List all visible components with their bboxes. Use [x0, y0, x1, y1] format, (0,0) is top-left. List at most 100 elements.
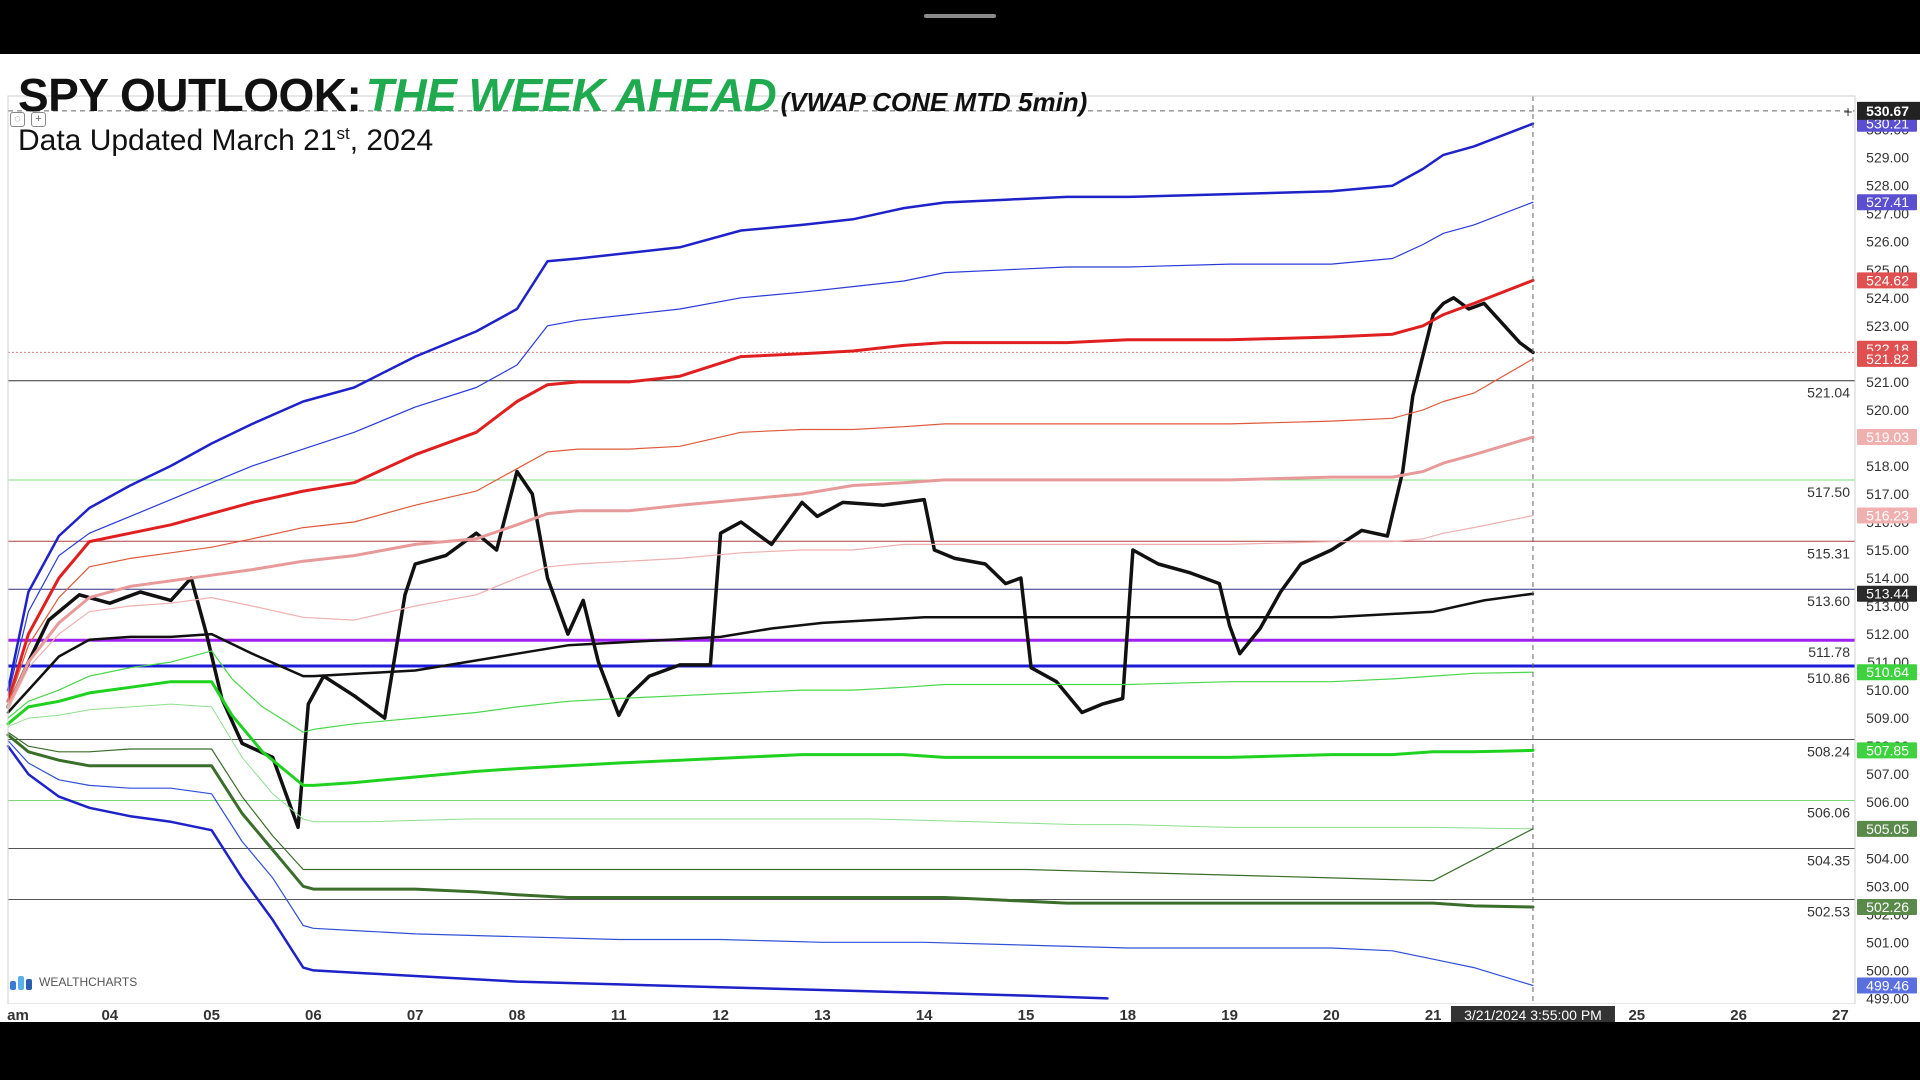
title-prefix: SPY OUTLOOK: — [18, 69, 362, 121]
price-badge-11 — [1857, 899, 1917, 916]
crosshair-price-badge — [1857, 101, 1920, 120]
top-status-bar — [0, 0, 1920, 54]
crosshair-time-badge — [1450, 1006, 1615, 1022]
y-tick-label-8: 507.00 — [1866, 766, 1909, 782]
price-badge-label-2: 524.62 — [1866, 272, 1909, 288]
plot-frame — [7, 95, 1856, 1005]
y-tick-label-24: 523.00 — [1866, 318, 1909, 334]
series-line-6 — [6, 435, 1535, 709]
chart-stage: 521.04 517.50 515.31 513.60 511.78 510.86 508.… — [0, 54, 1920, 1022]
price-badge-label-4: 521.82 — [1866, 351, 1909, 367]
level-label-1: 517.50 — [1807, 484, 1850, 500]
drag-handle[interactable] — [924, 14, 996, 18]
x-tick-label-5: 08 — [509, 1007, 526, 1022]
series-line-9 — [6, 680, 1535, 787]
series-line-11 — [7, 731, 1534, 882]
y-tick-label-27: 526.00 — [1866, 234, 1909, 250]
x-tick-label-14: 21 — [1425, 1007, 1442, 1022]
axes: 499.00500.00501.00502.00503.00504.00505.… — [0, 95, 1920, 1022]
y-tick-label-7: 506.00 — [1866, 794, 1909, 810]
chart-overlay — [8, 96, 1855, 1004]
y-tick-label-22: 521.00 — [1866, 374, 1909, 390]
x-tick-label-8: 13 — [814, 1007, 831, 1022]
x-tick-label-7: 12 — [712, 1007, 729, 1022]
x-tick-label-16: 25 — [1628, 1007, 1645, 1022]
level-label-6: 508.24 — [1807, 743, 1850, 759]
bottom-bar — [0, 1022, 1920, 1080]
horizontal-levels: 521.04 517.50 515.31 513.60 511.78 510.86 508.… — [8, 351, 1855, 919]
level-label-2: 515.31 — [1807, 545, 1850, 561]
y-tick-label-25: 524.00 — [1866, 290, 1909, 306]
title-suffix: (VWAP CONE MTD 5min) — [780, 87, 1088, 117]
y-tick-label-1: 500.00 — [1866, 962, 1909, 978]
x-tick-label-15: 3/21/2024 3:55:00 PM — [1464, 1007, 1602, 1022]
x-tick-label-18: 27 — [1832, 1007, 1849, 1022]
crosshair-plus-icon: + — [1843, 105, 1853, 119]
brand-watermark: WEALTHCHARTS — [10, 974, 137, 990]
x-tick-label-1: 04 — [101, 1007, 118, 1022]
y-tick-label-19: 518.00 — [1866, 458, 1909, 474]
title-highlight: THE WEEK AHEAD — [365, 69, 777, 121]
level-label-5: 510.86 — [1807, 670, 1850, 686]
series-line-4 — [6, 278, 1535, 703]
y-tick-label-0: 499.00 — [1866, 990, 1909, 1006]
y-tick-label-4: 503.00 — [1866, 878, 1909, 894]
series-line-7 — [7, 514, 1534, 711]
subtitle-superscript: st — [336, 124, 350, 143]
price-badge-2 — [1857, 272, 1917, 289]
price-badge-label-6: 516.23 — [1866, 508, 1909, 524]
series-line-2 — [6, 122, 1535, 692]
price-badge-1 — [1857, 194, 1917, 211]
x-tick-label-6: 11 — [611, 1007, 627, 1022]
chart-title: SPY OUTLOOK: THE WEEK AHEAD (VWAP CONE M… — [18, 68, 1087, 122]
subtitle-year: , 2024 — [349, 124, 434, 157]
x-tick-label-9: 14 — [916, 1007, 933, 1022]
y-tick-label-13: 512.00 — [1866, 626, 1909, 642]
series-line-14 — [6, 744, 1109, 1000]
y-tick-label-14: 513.00 — [1866, 598, 1909, 614]
chart-toolbar: ◌ + — [10, 112, 46, 127]
price-badge-6 — [1857, 507, 1917, 524]
x-tick-label-2: 05 — [203, 1007, 220, 1022]
x-tick-label-11: 18 — [1119, 1007, 1136, 1022]
y-tick-label-11: 510.00 — [1866, 682, 1909, 698]
level-label-4: 511.78 — [1808, 644, 1850, 660]
series-line-13 — [7, 739, 1534, 987]
brand-name: WEALTHCHARTS — [39, 975, 138, 989]
crosshair-price-label: 530.67 — [1866, 103, 1909, 119]
chart-svg: 521.04 517.50 515.31 513.60 511.78 510.86 508.… — [0, 95, 1920, 1022]
y-axis-background — [1857, 96, 1920, 1004]
price-badge-label-7: 513.44 — [1866, 586, 1909, 602]
x-tick-label-0: am — [7, 1007, 29, 1022]
series-line-10 — [7, 703, 1534, 830]
y-tick-label-16: 515.00 — [1866, 542, 1909, 558]
series-lines — [6, 122, 1535, 1000]
price-badge-label-11: 502.26 — [1866, 899, 1909, 915]
y-tick-label-10: 509.00 — [1866, 710, 1909, 726]
price-badge-4 — [1857, 350, 1917, 367]
data-updated-label: Data Updated March 21st, 2024 — [18, 124, 433, 158]
y-tick-label-2: 501.00 — [1866, 934, 1909, 950]
price-badge-8 — [1857, 664, 1917, 681]
add-icon[interactable]: + — [31, 112, 46, 127]
level-label-7: 506.06 — [1807, 805, 1850, 821]
series-line-12 — [6, 733, 1535, 909]
series-line-0 — [6, 296, 1535, 830]
x-tick-label-10: 15 — [1018, 1007, 1035, 1022]
level-label-9: 502.53 — [1807, 903, 1850, 919]
price-badge-label-1: 527.41 — [1866, 194, 1909, 210]
series-line-3 — [7, 201, 1534, 697]
hide-icon[interactable]: ◌ — [10, 112, 25, 127]
series-line-5 — [7, 358, 1534, 705]
y-tick-label-5: 504.00 — [1866, 850, 1909, 866]
price-badge-10 — [1857, 820, 1917, 837]
subtitle-text: Data Updated March 21 — [18, 124, 337, 157]
y-tick-label-15: 514.00 — [1866, 570, 1909, 586]
y-tick-label-29: 528.00 — [1866, 178, 1909, 194]
price-badge-5 — [1857, 429, 1917, 446]
series-line-8 — [7, 650, 1534, 733]
x-tick-label-17: 26 — [1730, 1007, 1747, 1022]
x-tick-label-4: 07 — [407, 1007, 424, 1022]
y-tick-label-30: 529.00 — [1866, 150, 1909, 166]
price-badge-9 — [1857, 742, 1917, 759]
